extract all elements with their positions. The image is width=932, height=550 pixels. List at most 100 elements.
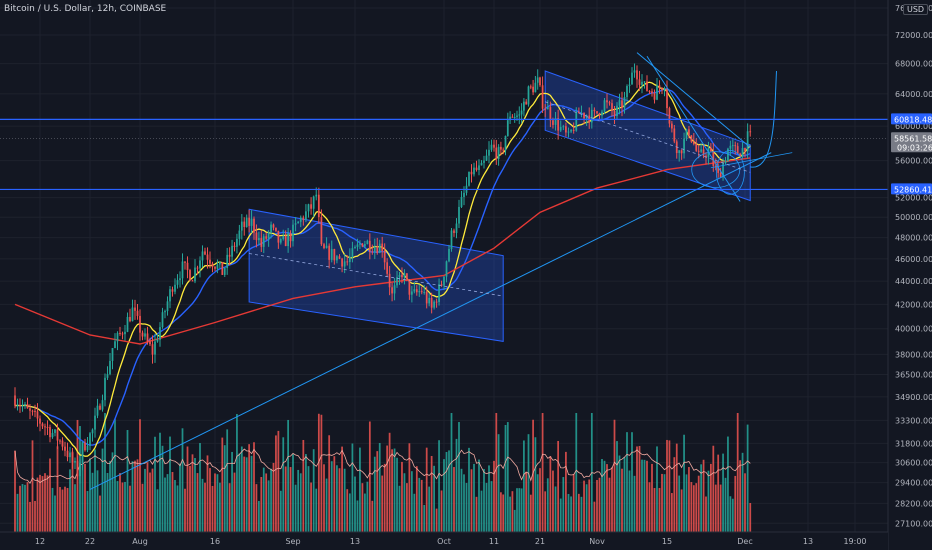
volume-bar — [61, 489, 64, 532]
candle-body — [712, 151, 715, 166]
volume-bar — [739, 460, 741, 532]
candle-body — [156, 339, 159, 342]
candle-body — [425, 291, 428, 304]
volume-bar — [312, 449, 315, 532]
candle-body — [253, 218, 255, 233]
candle-body — [21, 405, 24, 407]
projection-curve — [750, 70, 777, 168]
volume-bar — [460, 468, 463, 532]
candle-body — [668, 108, 671, 124]
volume-bar — [443, 459, 445, 532]
volume-bar — [348, 493, 351, 532]
volume-bar — [577, 493, 580, 532]
volume-bar — [506, 422, 509, 532]
y-tick-label: 46000.00 — [895, 255, 932, 264]
candle-body — [101, 400, 104, 410]
candle-body — [310, 204, 312, 209]
candle-body — [373, 246, 376, 252]
volume-bar — [161, 445, 164, 532]
candle-body — [199, 260, 201, 269]
volume-bar — [509, 496, 511, 532]
volume-bar — [567, 493, 570, 532]
volume-bar — [727, 436, 729, 532]
volume-bar — [653, 488, 656, 532]
candle-body — [366, 240, 369, 245]
candle-body — [697, 150, 700, 152]
candle-body — [228, 254, 231, 257]
volume-bar — [734, 475, 737, 532]
candle-body — [695, 143, 698, 151]
candle-body — [418, 291, 421, 293]
candle-body — [111, 347, 114, 361]
candle-body — [121, 333, 124, 335]
candle-body — [653, 93, 656, 100]
volume-bar — [124, 481, 126, 532]
candle-body — [580, 112, 583, 114]
candle-body — [361, 243, 364, 247]
volume-bar — [549, 456, 552, 532]
volume-bar — [277, 430, 280, 532]
volume-bar — [66, 487, 69, 532]
candle-body — [611, 103, 613, 111]
candle-body — [502, 149, 505, 151]
volume-bar — [116, 481, 119, 532]
volume-bar — [275, 435, 277, 532]
volume-bar — [493, 460, 495, 532]
candle-body — [221, 262, 224, 275]
candle-body — [638, 79, 641, 85]
candle-body — [176, 280, 179, 285]
volume-bar — [219, 482, 221, 532]
candle-body — [66, 450, 69, 458]
candle-body — [572, 129, 575, 131]
volume-bar — [705, 496, 707, 532]
candle-body — [270, 224, 272, 233]
volume-bar — [292, 454, 294, 532]
volume-bar — [44, 473, 46, 532]
x-tick-label: 16 — [210, 537, 220, 546]
volume-bar — [119, 473, 121, 532]
x-tick-label: 13 — [350, 537, 360, 546]
volume-bar — [99, 495, 101, 532]
chart-title: Bitcoin / U.S. Dollar, 12h, COINBASE — [4, 4, 167, 14]
candle-body — [583, 112, 585, 119]
volume-bar — [539, 468, 541, 532]
candle-body — [483, 160, 485, 163]
volume-bar — [231, 451, 233, 532]
volume-bar — [84, 463, 86, 532]
candle-body — [59, 440, 61, 442]
candle-body — [678, 150, 681, 154]
candle-body — [262, 236, 265, 247]
channel-sep-midline — [249, 253, 504, 297]
volume-bar — [109, 460, 111, 532]
candle-body — [475, 167, 478, 170]
volume-bar — [191, 454, 194, 532]
candle-body — [651, 91, 653, 94]
volume-bar — [34, 500, 36, 532]
volume-bar — [381, 475, 384, 532]
volume-bar — [623, 457, 626, 532]
candle-body — [265, 236, 268, 239]
candle-body — [141, 332, 144, 337]
volume-bar — [641, 459, 643, 532]
currency-badge[interactable]: USD — [903, 4, 929, 15]
candle-body — [506, 120, 509, 136]
volume-bar — [223, 445, 226, 532]
candle-body — [174, 284, 176, 292]
candle-body — [16, 405, 19, 407]
candle-body — [29, 408, 31, 411]
volume-bar — [317, 413, 320, 532]
candle-body — [383, 250, 386, 263]
candle-body — [468, 171, 470, 186]
candle-body — [406, 273, 408, 280]
volume-bar — [386, 445, 389, 532]
candle-body — [628, 84, 631, 87]
volume-bar — [282, 437, 285, 532]
volume-bar — [453, 467, 455, 532]
candle-body — [688, 129, 690, 136]
candle-body — [277, 230, 280, 243]
volume-ma-line — [14, 448, 751, 485]
volume-bar — [554, 486, 557, 532]
candle-body — [184, 261, 186, 263]
volume-bar — [243, 456, 246, 532]
